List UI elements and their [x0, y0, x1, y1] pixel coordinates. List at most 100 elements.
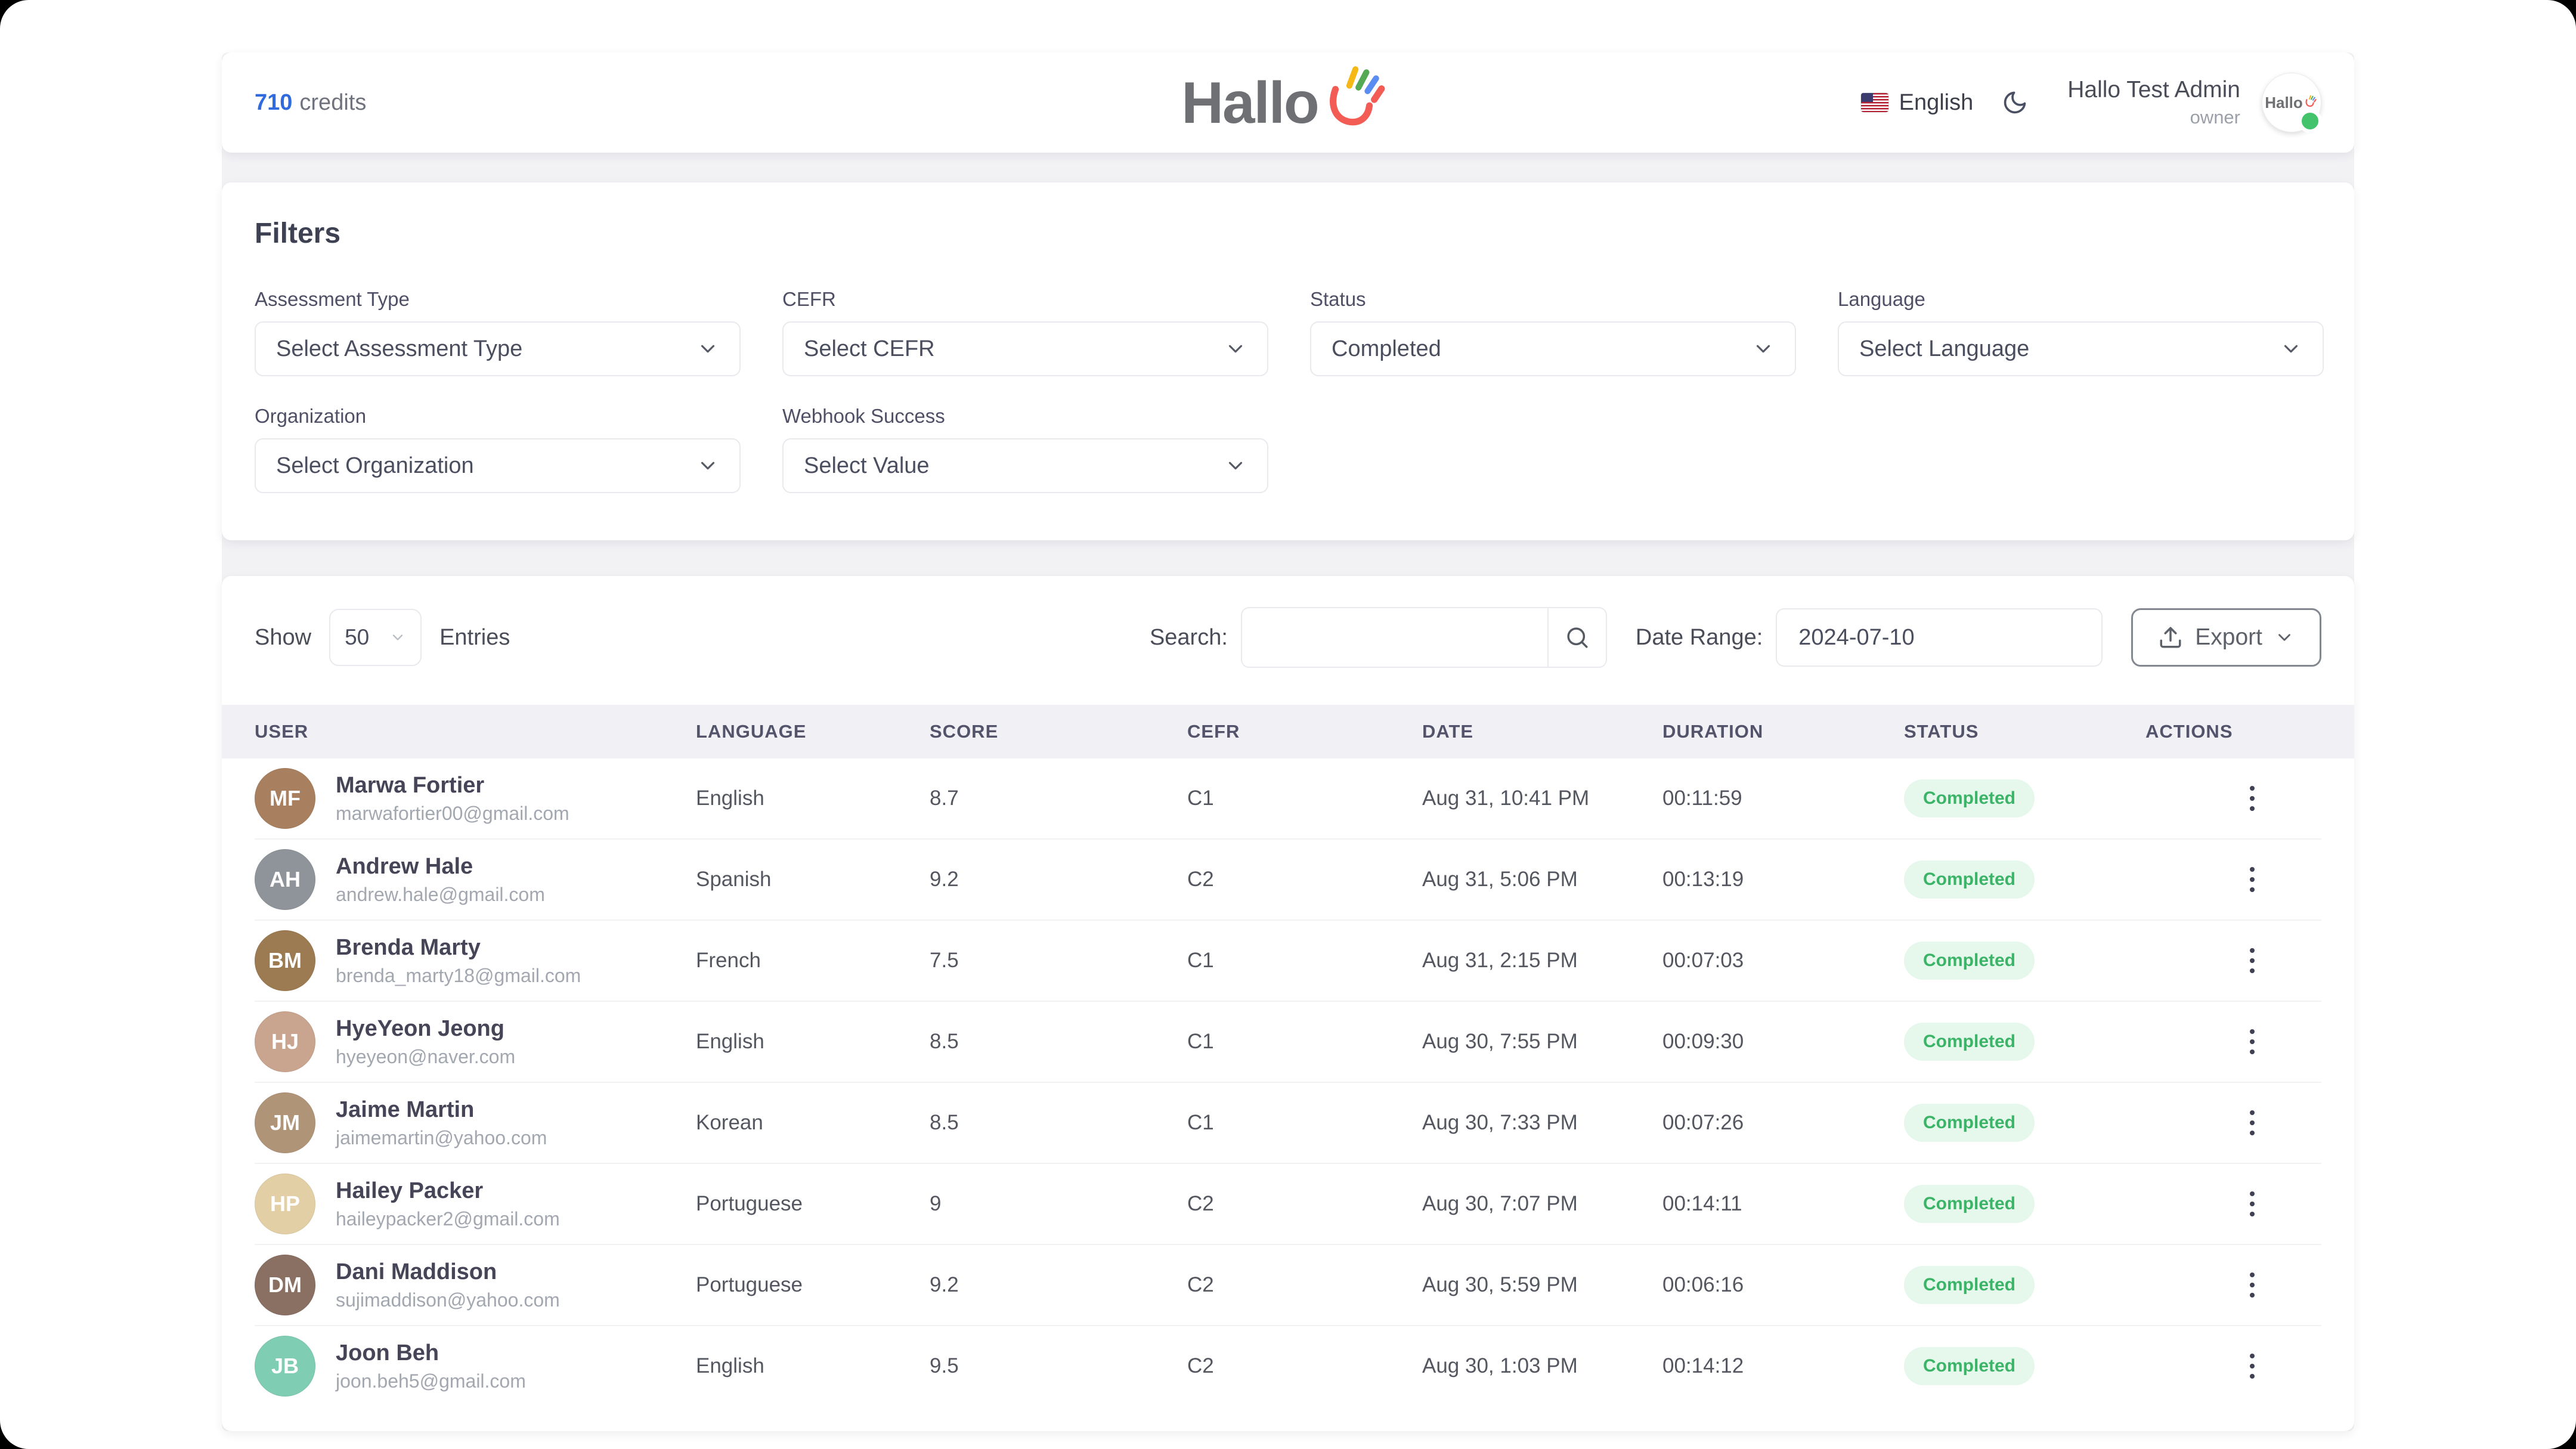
row-actions-menu-button[interactable] — [2182, 1267, 2321, 1304]
user-meta: Marwa Fortier marwafortier00@gmail.com — [336, 773, 569, 825]
avatar: HJ — [255, 1011, 315, 1072]
user-cell: MF Marwa Fortier marwafortier00@gmail.co… — [255, 768, 696, 829]
user-role: owner — [2190, 107, 2240, 128]
select-value: Select CEFR — [804, 336, 935, 361]
avatar: MF — [255, 768, 315, 829]
avatar-brand-text: Hallo — [2265, 93, 2303, 112]
row-actions-menu-button[interactable] — [2182, 1185, 2321, 1222]
language-select[interactable]: Select Language — [1838, 321, 2324, 376]
user-info: Hallo Test Admin owner — [2067, 77, 2240, 128]
table-row: BM Brenda Marty brenda_marty18@gmail.com… — [255, 921, 2321, 1002]
organization-select[interactable]: Select Organization — [255, 438, 741, 493]
date-range-input[interactable] — [1776, 608, 2103, 667]
export-button[interactable]: Export — [2131, 608, 2321, 667]
table-controls-right: Search: Date Range: — [1150, 607, 2321, 668]
row-actions-menu-button[interactable] — [2182, 1104, 2321, 1141]
user-avatar-button[interactable]: Hallo — [2262, 73, 2322, 133]
user-full-name: Hailey Packer — [336, 1178, 484, 1203]
column-header-user: USER — [255, 721, 309, 742]
column-header-actions: ACTIONS — [2145, 721, 2233, 742]
select-value: Select Language — [1859, 336, 2030, 361]
user-meta: Hailey Packer haileypacker2@gmail.com — [336, 1178, 560, 1230]
user-email: jaimemartin@yahoo.com — [336, 1126, 547, 1148]
date-range-label: Date Range: — [1635, 624, 1763, 650]
filter-cefr: CEFR Select CEFR — [782, 288, 1268, 376]
status-badge: Completed — [1904, 1104, 2035, 1142]
user-full-name: HyeYeon Jeong — [336, 1015, 504, 1041]
user-cell: HJ HyeYeon Jeong hyeyeon@naver.com — [255, 1011, 696, 1072]
cefr-select[interactable]: Select CEFR — [782, 321, 1268, 376]
upload-icon — [2160, 627, 2181, 648]
avatar-hand-icon — [2305, 95, 2317, 107]
cefr-cell: C2 — [1187, 868, 1214, 891]
kebab-icon — [2249, 1272, 2255, 1277]
entries-label: Entries — [439, 624, 510, 650]
user-email: haileypacker2@gmail.com — [336, 1208, 560, 1230]
row-actions-menu-button[interactable] — [2182, 1023, 2321, 1060]
row-actions-menu-button[interactable] — [2182, 942, 2321, 979]
table-body: MF Marwa Fortier marwafortier00@gmail.co… — [255, 758, 2321, 1406]
user-email: hyeyeon@naver.com — [336, 1045, 516, 1067]
duration-cell: 00:07:26 — [1662, 1111, 1744, 1134]
date-cell: Aug 31, 2:15 PM — [1422, 949, 1578, 972]
table-row: JB Joon Beh joon.beh5@gmail.com English … — [255, 1326, 2321, 1406]
duration-cell: 00:06:16 — [1662, 1273, 1744, 1296]
cefr-cell: C2 — [1187, 1273, 1214, 1296]
filter-organization: Organization Select Organization — [255, 405, 741, 493]
user-cell: JB Joon Beh joon.beh5@gmail.com — [255, 1336, 696, 1397]
page-size-value: 50 — [345, 625, 370, 649]
avatar: HP — [255, 1174, 315, 1234]
table-row: AH Andrew Hale andrew.hale@gmail.com Spa… — [255, 840, 2321, 921]
user-full-name: Joon Beh — [336, 1340, 439, 1366]
chevron-down-icon — [1228, 345, 1243, 353]
filter-label: Webhook Success — [782, 405, 945, 427]
user-meta: HyeYeon Jeong hyeyeon@naver.com — [336, 1016, 515, 1068]
column-header-cefr: CEFR — [1187, 721, 1240, 742]
select-value: Select Organization — [276, 453, 474, 478]
duration-cell: 00:09:30 — [1662, 1030, 1744, 1053]
filter-webhook-success: Webhook Success Select Value — [782, 405, 1268, 493]
avatar: DM — [255, 1255, 315, 1315]
page-size-select[interactable]: 50 — [329, 609, 422, 666]
filter-label: Assessment Type — [255, 288, 410, 310]
chevron-down-icon — [1228, 462, 1243, 470]
kebab-icon — [2249, 867, 2255, 872]
language-cell: English — [696, 1030, 764, 1053]
dark-mode-toggle[interactable] — [2002, 89, 2028, 116]
filter-label: Status — [1310, 288, 1366, 310]
status-badge: Completed — [1904, 779, 2035, 818]
table-row: HJ HyeYeon Jeong hyeyeon@naver.com Engli… — [255, 1002, 2321, 1083]
filter-language: Language Select Language — [1838, 288, 2324, 376]
date-cell: Aug 30, 7:55 PM — [1422, 1030, 1578, 1053]
user-email: joon.beh5@gmail.com — [336, 1370, 526, 1392]
chevron-down-icon — [1756, 345, 1770, 353]
chevron-down-icon — [2284, 345, 2298, 353]
cefr-cell: C1 — [1187, 949, 1214, 972]
avatar: BM — [255, 930, 315, 991]
row-actions-menu-button[interactable] — [2182, 1348, 2321, 1385]
column-header-status: STATUS — [1904, 721, 1979, 742]
status-badge: Completed — [1904, 1023, 2035, 1061]
status-badge: Completed — [1904, 1266, 2035, 1304]
score-cell: 8.5 — [930, 1111, 959, 1134]
language-cell: French — [696, 949, 761, 972]
search-button[interactable] — [1547, 608, 1606, 667]
status-select[interactable]: Completed — [1310, 321, 1796, 376]
filters-panel: Filters Assessment Type Select Assessmen… — [222, 182, 2354, 540]
search-input[interactable] — [1241, 608, 1547, 667]
user-meta: Brenda Marty brenda_marty18@gmail.com — [336, 935, 581, 987]
row-actions-menu-button[interactable] — [2182, 780, 2321, 817]
row-actions-menu-button[interactable] — [2182, 861, 2321, 898]
score-cell: 8.5 — [930, 1030, 959, 1053]
assessment-type-select[interactable]: Select Assessment Type — [255, 321, 741, 376]
avatar: JM — [255, 1092, 315, 1153]
language-selector[interactable]: English — [1899, 89, 1974, 115]
language-cell: English — [696, 1354, 764, 1377]
user-meta: Dani Maddison sujimaddison@yahoo.com — [336, 1259, 560, 1311]
user-cell: AH Andrew Hale andrew.hale@gmail.com — [255, 849, 696, 910]
webhook-success-select[interactable]: Select Value — [782, 438, 1268, 493]
score-cell: 9.2 — [930, 868, 959, 891]
search-group — [1240, 607, 1607, 668]
kebab-icon — [2249, 786, 2255, 791]
